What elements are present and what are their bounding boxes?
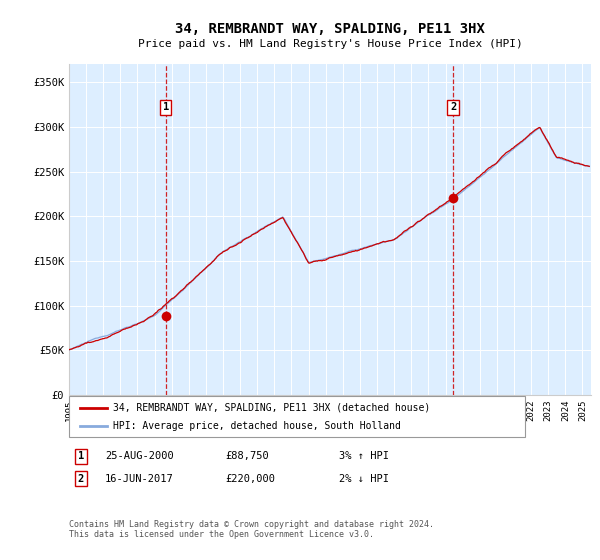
Text: 34, REMBRANDT WAY, SPALDING, PE11 3HX: 34, REMBRANDT WAY, SPALDING, PE11 3HX: [175, 22, 485, 36]
Text: 2% ↓ HPI: 2% ↓ HPI: [339, 474, 389, 484]
Text: HPI: Average price, detached house, South Holland: HPI: Average price, detached house, Sout…: [113, 421, 401, 431]
Text: 25-AUG-2000: 25-AUG-2000: [105, 451, 174, 461]
Text: 2: 2: [78, 474, 84, 484]
Text: £88,750: £88,750: [225, 451, 269, 461]
Text: 16-JUN-2017: 16-JUN-2017: [105, 474, 174, 484]
Text: £220,000: £220,000: [225, 474, 275, 484]
Text: Contains HM Land Registry data © Crown copyright and database right 2024.
This d: Contains HM Land Registry data © Crown c…: [69, 520, 434, 539]
Text: 1: 1: [163, 102, 169, 113]
Text: 3% ↑ HPI: 3% ↑ HPI: [339, 451, 389, 461]
Text: 2: 2: [450, 102, 457, 113]
Text: 1: 1: [78, 451, 84, 461]
Text: Price paid vs. HM Land Registry's House Price Index (HPI): Price paid vs. HM Land Registry's House …: [137, 39, 523, 49]
Text: 34, REMBRANDT WAY, SPALDING, PE11 3HX (detached house): 34, REMBRANDT WAY, SPALDING, PE11 3HX (d…: [113, 403, 430, 413]
